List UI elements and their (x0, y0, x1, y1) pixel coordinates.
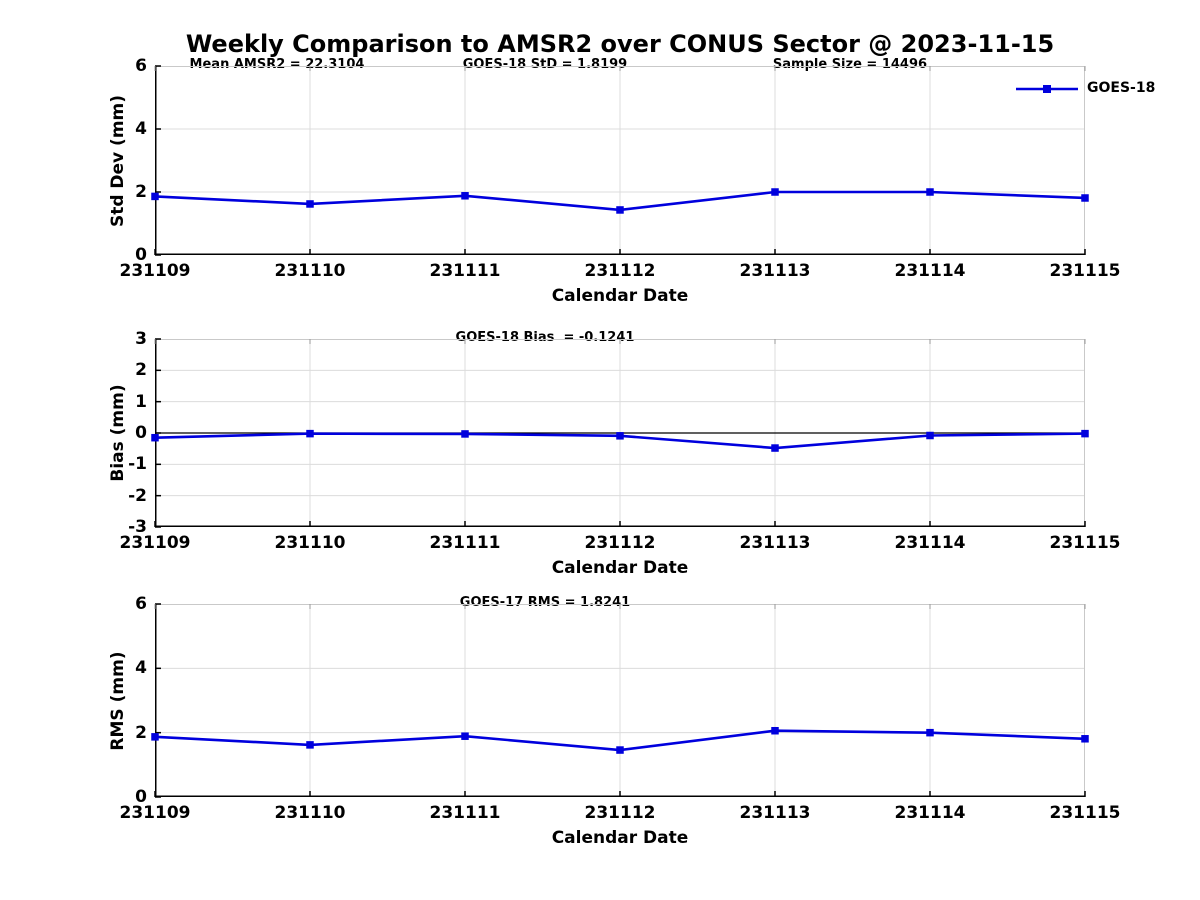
x-tick-label: 231115 (1049, 803, 1121, 823)
y-axis-label: Std Dev (mm) (108, 94, 128, 227)
y-tick-label: 0 (135, 787, 147, 807)
y-tick-label: 0 (135, 423, 147, 443)
y-tick-label: 1 (135, 391, 147, 412)
x-tick-label: 231111 (429, 803, 501, 823)
data-point-marker (151, 192, 159, 201)
data-point-marker (461, 192, 469, 200)
x-tick-label: 231114 (894, 803, 966, 823)
data-point-marker (306, 741, 314, 749)
x-tick-label: 231111 (429, 261, 501, 281)
x-tick-label: 231112 (584, 803, 656, 823)
data-point-marker (926, 188, 934, 196)
x-axis-label: Calendar Date (551, 558, 689, 578)
data-point-marker (616, 206, 624, 214)
x-tick-label: 231112 (584, 261, 656, 281)
annotation: Sample Size = 14496 (772, 57, 928, 72)
data-point-marker (926, 728, 934, 737)
data-point-marker (461, 430, 469, 438)
x-tick-label: 231109 (119, 533, 191, 553)
data-point-marker (771, 444, 779, 452)
data-point-marker (306, 429, 314, 438)
x-axis-label: Calendar Date (551, 286, 689, 306)
x-tick-label: 231110 (274, 533, 346, 553)
data-point-marker (1081, 194, 1089, 202)
data-point-marker (306, 200, 314, 208)
legend-label: GOES-18 (1087, 80, 1156, 96)
y-tick-label: 3 (135, 329, 147, 349)
x-tick-label: 231110 (274, 261, 346, 281)
x-tick-label: 231113 (739, 533, 811, 553)
y-tick-label: 4 (135, 658, 147, 679)
data-point-marker (461, 732, 469, 740)
data-point-marker (926, 431, 934, 440)
y-tick-label: 0 (135, 245, 147, 265)
x-tick-label: 231113 (739, 261, 811, 281)
x-tick-label: 231114 (894, 261, 966, 281)
data-point-marker (616, 746, 624, 754)
y-tick-label: -3 (128, 517, 147, 537)
data-point-marker (1081, 735, 1089, 743)
y-tick-label: 2 (135, 182, 147, 202)
y-tick-label: 2 (135, 360, 147, 381)
y-tick-label: 2 (135, 722, 147, 743)
y-tick-label: 6 (135, 56, 147, 76)
annotation: GOES-18 StD = 1.8199 (462, 57, 628, 72)
data-point-marker (771, 726, 779, 735)
legend-line-sample (1016, 85, 1078, 93)
plot-area (151, 338, 1089, 528)
figure-title: Weekly Comparison to AMSR2 over CONUS Se… (185, 30, 1055, 58)
legend-marker (1043, 85, 1051, 93)
x-tick-label: 231115 (1049, 261, 1121, 281)
x-tick-label: 231113 (739, 803, 811, 823)
plot-area (151, 603, 1089, 798)
plot-area (151, 65, 1089, 256)
data-point-marker (151, 733, 159, 741)
x-tick-label: 231111 (429, 533, 501, 553)
y-tick-label: 6 (135, 594, 147, 614)
annotation: Mean AMSR2 = 22.3104 (189, 57, 365, 72)
data-point-marker (151, 433, 159, 442)
annotation: GOES-18 Bias = -0.1241 (455, 330, 635, 345)
y-tick-label: -1 (128, 454, 147, 475)
data-point-marker (771, 188, 779, 196)
data-point-marker (616, 432, 624, 440)
data-point-marker (1081, 429, 1089, 438)
x-tick-label: 231109 (119, 261, 191, 281)
annotation: GOES-17 RMS = 1.8241 (459, 595, 631, 610)
x-tick-label: 231114 (894, 533, 966, 553)
x-tick-label: 231112 (584, 533, 656, 553)
x-tick-label: 231109 (119, 803, 191, 823)
y-tick-label: 4 (135, 119, 147, 139)
y-tick-label: -2 (128, 485, 147, 506)
x-axis-label: Calendar Date (551, 828, 689, 848)
x-tick-label: 231115 (1049, 533, 1121, 553)
x-tick-label: 231110 (274, 803, 346, 823)
